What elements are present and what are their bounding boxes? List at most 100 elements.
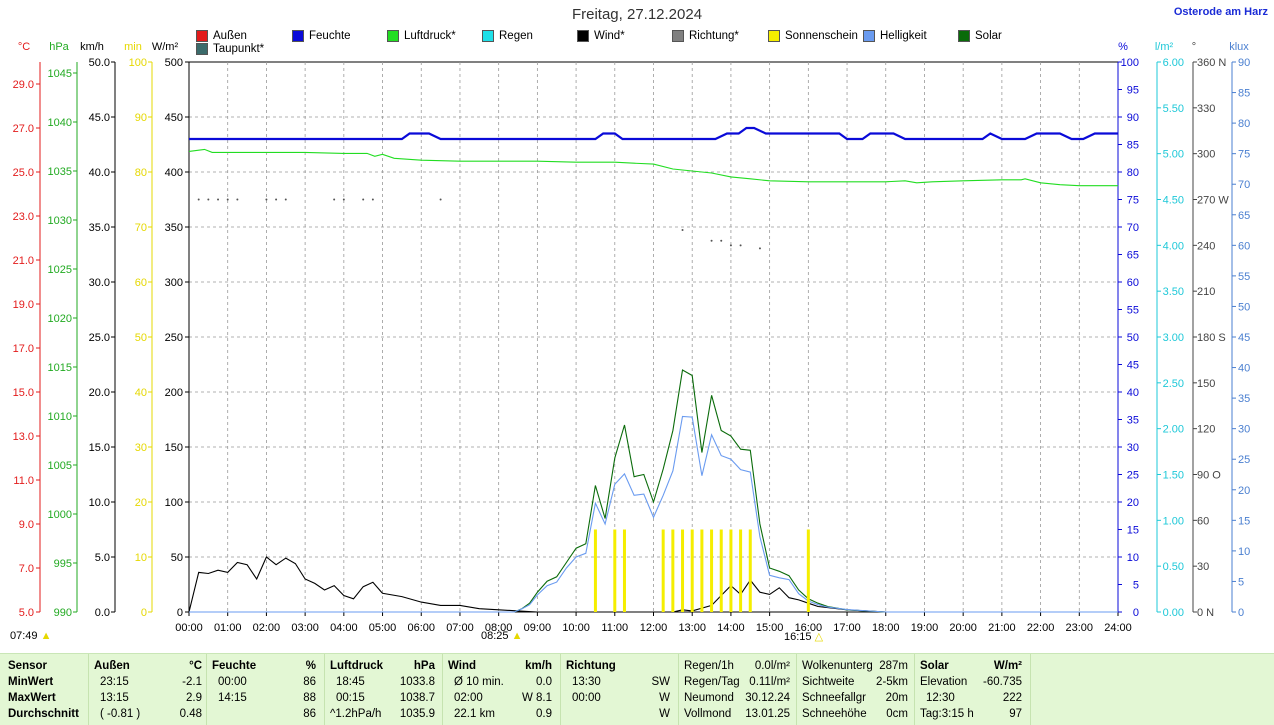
- legend-label: Außen: [213, 30, 247, 42]
- x-tick-label: 00:00: [175, 622, 203, 634]
- sunshine-bar: [622, 529, 626, 612]
- legend-swatch: [387, 30, 399, 42]
- sunmin-axis-label: 40: [135, 387, 147, 399]
- sunshine-bar: [613, 529, 617, 612]
- stats-sensor: Sensor MinWert MaxWert Durchschnitt: [8, 658, 79, 722]
- legend-item: Solar: [958, 30, 1002, 42]
- lux-axis-label: 70: [1238, 179, 1250, 191]
- stats-row-label: MaxWert: [8, 692, 56, 704]
- humidity-axis-label: 65: [1127, 250, 1139, 262]
- x-tick-label: 08:00: [485, 622, 513, 634]
- lux-axis-label: 90: [1238, 57, 1250, 69]
- series-line-wind: [188, 556, 1118, 613]
- stats-wolken: Wolkenunterg 287m Sichtweite 2-5km Schneef…: [802, 658, 908, 722]
- lux-axis-label: 25: [1238, 454, 1250, 466]
- x-tick-label: 07:00: [446, 622, 474, 634]
- sunshine-bar: [719, 529, 723, 612]
- x-tick-label: 09:00: [524, 622, 552, 634]
- direction-point: [739, 244, 742, 247]
- wind-axis-label: 45.0: [89, 112, 110, 124]
- lux-axis-label: 45: [1238, 332, 1250, 344]
- wind-axis-label: 50.0: [89, 57, 110, 69]
- legend-swatch: [672, 30, 684, 42]
- rain-axis-label: 1.00: [1163, 515, 1184, 527]
- temp-axis-label: 7.0: [19, 563, 34, 575]
- sunmin-axis-label: 80: [135, 167, 147, 179]
- stats-value: 97: [1009, 708, 1022, 720]
- direction-point: [226, 198, 229, 201]
- pressure-axis-label: 1040: [48, 117, 72, 129]
- solar-axis-label: 350: [165, 222, 183, 234]
- stats-luftdruck: Luftdruck hPa 18:45 1033.8 00:15 1038.7 ^1.…: [330, 658, 435, 722]
- legend-label: Luftdruck*: [404, 30, 456, 42]
- direction-axis-label: 330: [1197, 103, 1215, 115]
- humidity-axis-label: 0: [1133, 607, 1139, 619]
- series-line-helligkeit: [189, 415, 1118, 613]
- twilight-label: 07:49 ▲: [10, 630, 51, 642]
- legend-label: Wind*: [594, 30, 625, 42]
- stats-value: W: [659, 708, 670, 720]
- stats-time: 02:00: [454, 692, 483, 704]
- stats-time: 13:30: [572, 676, 601, 688]
- legend-swatch: [958, 30, 970, 42]
- lux-axis-label: 20: [1238, 485, 1250, 497]
- stats-value: 287m: [879, 660, 908, 672]
- stats-value: -2.1: [182, 676, 202, 688]
- pressure-axis-label: 1030: [48, 215, 72, 227]
- pressure-axis-label: 990: [54, 607, 72, 619]
- stats-luftdruck-title: Luftdruck: [330, 660, 384, 672]
- stats-value: 1035.9: [399, 708, 435, 720]
- legend-item: Regen: [482, 30, 533, 42]
- humidity-axis-label: 75: [1127, 195, 1139, 207]
- sunmin-axis-label: 20: [135, 497, 147, 509]
- lux-axis-label: 75: [1238, 149, 1250, 161]
- sunmin-axis-label: 0: [141, 607, 147, 619]
- legend-label: Sonnenschein: [785, 30, 858, 42]
- stats-wind: Wind km/h Ø 10 min. 0.0 02:00 W 8.1 22.1 km…: [448, 658, 552, 722]
- temp-axis-label: 9.0: [19, 519, 34, 531]
- wind-axis-label: 35.0: [89, 222, 110, 234]
- humidity-axis-label: 60: [1127, 277, 1139, 289]
- humidity-axis-label: 25: [1127, 470, 1139, 482]
- sunshine-bar: [700, 529, 704, 612]
- direction-point: [439, 198, 442, 201]
- x-tick-label: 14:00: [717, 622, 745, 634]
- stats-feuchte: Feuchte% 00:00 86 14:15 88 86: [212, 658, 316, 722]
- sunmin-axis-label: 50: [135, 332, 147, 344]
- stats-label: Regen/Tag: [684, 676, 740, 688]
- sunshine-bar: [690, 529, 694, 612]
- sunmin-axis-label: 100: [129, 57, 147, 69]
- rain-axis-label: 4.50: [1163, 195, 1184, 207]
- direction-axis-label: 360 N: [1197, 57, 1226, 69]
- stats-feuchte-title: Feuchte: [212, 660, 257, 672]
- direction-axis-unit: °: [1192, 41, 1196, 53]
- lux-axis-label: 15: [1238, 515, 1250, 527]
- stats-label: Sichtweite: [802, 676, 855, 688]
- x-tick-label: 22:00: [1027, 622, 1055, 634]
- legend-label: Solar: [975, 30, 1002, 42]
- legend-swatch: [768, 30, 780, 42]
- location-label: Osterode am Harz: [1173, 6, 1268, 18]
- direction-axis-label: 0 N: [1197, 607, 1214, 619]
- stats-value: 0.11l/m²: [749, 676, 790, 688]
- direction-axis-label: 300: [1197, 149, 1215, 161]
- direction-axis-label: 30: [1197, 561, 1209, 573]
- x-tick-label: 19:00: [911, 622, 939, 634]
- pressure-axis-label: 1025: [48, 264, 72, 276]
- sunset-label: 16:15 △: [784, 630, 823, 643]
- legend-swatch: [577, 30, 589, 42]
- stats-time: 23:15: [100, 676, 129, 688]
- x-tick-label: 05:00: [369, 622, 397, 634]
- pressure-axis-label: 1015: [48, 362, 72, 374]
- direction-point: [236, 198, 239, 201]
- stats-regen: Regen/1h 0.0l/m² Regen/Tag 0.11l/m² Neumon…: [684, 658, 790, 722]
- page-title: Freitag, 27.12.2024: [571, 6, 703, 23]
- legend-item: Außen: [196, 30, 247, 42]
- stats-aussen-unit: °C: [189, 660, 202, 672]
- legend-label: Taupunkt*: [213, 43, 265, 55]
- x-tick-label: 23:00: [1066, 622, 1094, 634]
- lux-axis-label: 65: [1238, 210, 1250, 222]
- sunmin-axis-label: 10: [135, 552, 147, 564]
- rain-axis-label: 1.50: [1163, 470, 1184, 482]
- legend-swatch: [196, 30, 208, 42]
